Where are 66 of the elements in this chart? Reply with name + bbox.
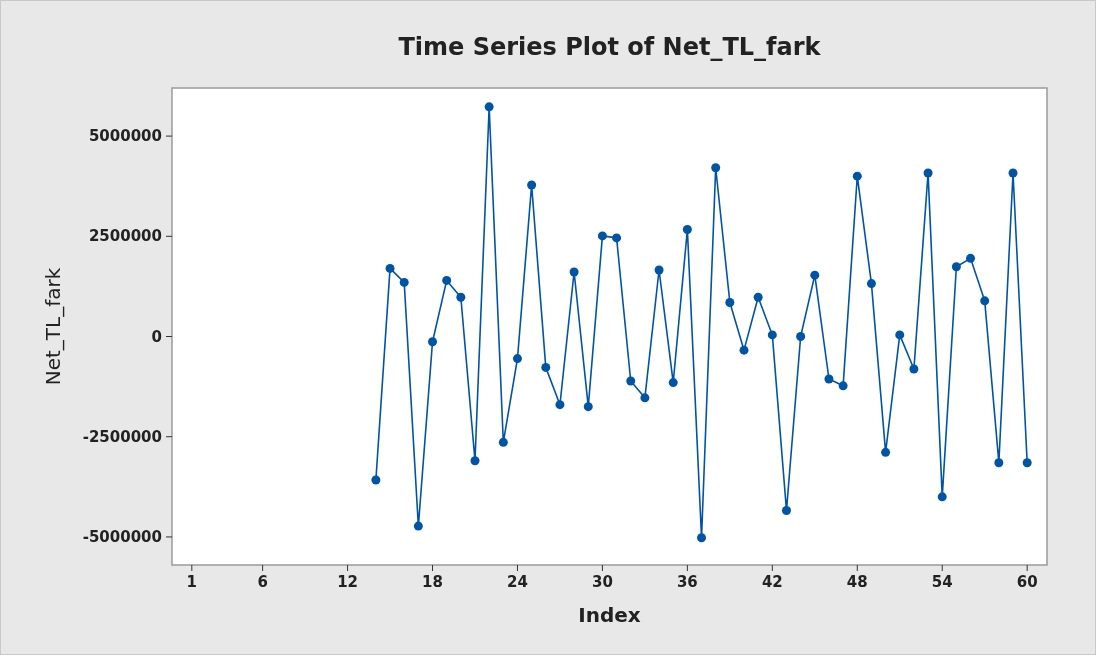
point — [739, 345, 749, 355]
y-tick-label: 2500000 — [88, 227, 162, 246]
point — [796, 332, 806, 342]
x-tick-label: 12 — [337, 573, 358, 591]
point — [555, 400, 565, 410]
point — [753, 292, 763, 302]
point — [541, 362, 551, 372]
point — [697, 533, 707, 543]
point — [498, 437, 508, 447]
y-tick-label: 5000000 — [88, 127, 162, 146]
point — [838, 381, 848, 391]
point — [1008, 168, 1018, 178]
point — [937, 492, 947, 502]
point — [895, 330, 905, 340]
point — [909, 364, 919, 374]
point — [456, 292, 466, 302]
x-axis-title: Index — [578, 603, 641, 627]
point — [626, 376, 636, 386]
point — [413, 521, 423, 531]
x-tick-label: 48 — [846, 573, 868, 591]
y-axis-title: Net_TL_fark — [41, 267, 65, 386]
point — [640, 393, 650, 403]
point — [725, 297, 735, 307]
point — [994, 458, 1004, 468]
point — [923, 168, 933, 178]
point — [371, 475, 381, 485]
point — [951, 262, 961, 272]
point — [428, 337, 438, 347]
chart-title: Time Series Plot of Net_TL_fark — [398, 33, 822, 61]
point — [810, 270, 820, 280]
point — [1022, 458, 1032, 468]
point — [767, 330, 777, 340]
x-tick-label: 18 — [422, 573, 443, 591]
point — [385, 263, 395, 273]
x-tick-label: 60 — [1016, 573, 1038, 591]
x-tick-label: 42 — [761, 573, 783, 591]
point — [597, 231, 607, 241]
x-tick-label: 24 — [507, 573, 528, 591]
point — [484, 102, 494, 112]
x-tick-label: 6 — [257, 573, 268, 591]
point — [527, 180, 537, 190]
x-tick-label: 30 — [591, 573, 613, 591]
y-tick-label: -2500000 — [82, 427, 162, 446]
point — [399, 277, 409, 287]
point — [512, 354, 522, 364]
point — [781, 505, 791, 515]
point — [966, 253, 976, 263]
point — [654, 265, 664, 275]
point — [470, 456, 480, 466]
point — [682, 225, 692, 234]
point — [612, 233, 622, 243]
point — [569, 267, 579, 277]
x-tick-label: 54 — [931, 573, 953, 591]
point — [980, 296, 990, 306]
point — [852, 171, 862, 181]
point — [668, 378, 678, 388]
y-tick-label: 0 — [151, 327, 162, 346]
point — [583, 402, 593, 412]
point — [866, 279, 876, 289]
point — [824, 374, 834, 384]
y-tick-label: -5000000 — [82, 527, 162, 546]
point — [711, 163, 721, 173]
x-tick-label: 36 — [676, 573, 698, 591]
point — [442, 275, 452, 285]
point — [881, 447, 891, 457]
x-tick-label: 1 — [186, 573, 198, 591]
